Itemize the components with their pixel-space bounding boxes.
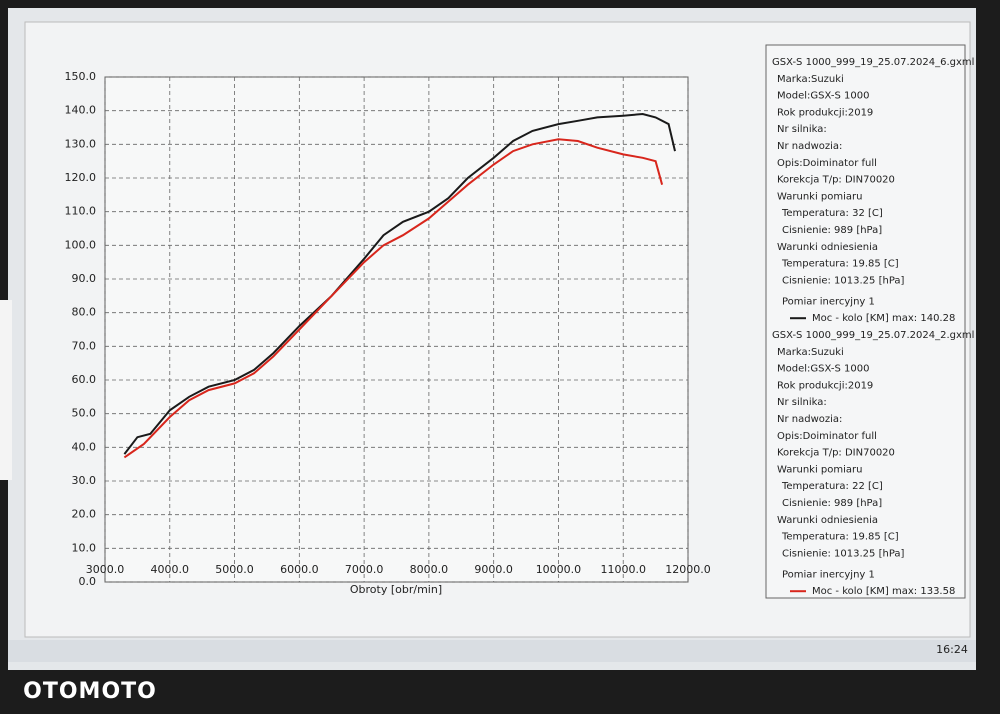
- plot-area: [104, 76, 689, 583]
- info-line: Rok produkcji:2019: [777, 380, 873, 391]
- info-line: Pomiar inercyjny 1: [782, 296, 875, 307]
- info-line: Pomiar inercyjny 1: [782, 569, 875, 580]
- info-line: Cisnienie: 989 [hPa]: [782, 225, 882, 236]
- info-line: Marka:Suzuki: [777, 347, 844, 358]
- y-tick-label: 0.0: [79, 575, 97, 588]
- info-line: Cisnienie: 1013.25 [hPa]: [782, 548, 905, 559]
- info-line: GSX-S 1000_999_19_25.07.2024_6.gxml: [772, 57, 974, 68]
- info-line: Warunki odniesienia: [777, 515, 878, 526]
- y-tick-label: 80.0: [72, 306, 97, 319]
- info-line: Warunki odniesienia: [777, 242, 878, 253]
- info-line: Temperatura: 19.85 [C]: [781, 532, 899, 543]
- y-tick-label: 140.0: [65, 104, 97, 117]
- y-tick-label: 50.0: [72, 407, 97, 420]
- y-tick-label: 130.0: [65, 137, 97, 150]
- y-tick-label: 90.0: [72, 272, 97, 285]
- info-line: Marka:Suzuki: [777, 74, 844, 85]
- series-line: [123, 138, 664, 459]
- info-line: Nr silnika:: [777, 124, 827, 135]
- y-tick-label: 110.0: [65, 205, 97, 218]
- info-line: Model:GSX-S 1000: [777, 91, 869, 102]
- x-axis-label: Obroty [obr/min]: [350, 583, 442, 596]
- info-line: Cisnienie: 1013.25 [hPa]: [782, 275, 905, 286]
- info-line: Nr nadwozia:: [777, 414, 842, 425]
- info-line: Opis:Doiminator full: [777, 431, 877, 442]
- info-line: Temperatura: 19.85 [C]: [781, 259, 899, 270]
- side-panel: [0, 300, 12, 480]
- clock: 16:24: [936, 643, 968, 656]
- y-tick-label: 150.0: [65, 70, 97, 83]
- legend-label: Moc - kolo [KM] max: 140.28: [812, 313, 955, 324]
- y-tick-label: 20.0: [72, 508, 97, 521]
- y-tick-label: 40.0: [72, 440, 97, 453]
- info-line: Model:GSX-S 1000: [777, 364, 869, 375]
- y-tick-label: 100.0: [65, 238, 97, 251]
- series-line: [123, 112, 676, 455]
- watermark: OTOMOTO: [23, 679, 157, 704]
- info-line: Rok produkcji:2019: [777, 107, 873, 118]
- info-line: Nr silnika:: [777, 397, 827, 408]
- y-tick-label: 30.0: [72, 474, 97, 487]
- info-line: GSX-S 1000_999_19_25.07.2024_2.gxml: [772, 330, 974, 341]
- info-line: Warunki pomiaru: [777, 464, 862, 475]
- info-line: Temperatura: 32 [C]: [781, 208, 883, 219]
- info-line: Opis:Doiminator full: [777, 158, 877, 169]
- info-line: Korekcja T/p: DIN70020: [777, 175, 895, 186]
- legend-label: Moc - kolo [KM] max: 133.58: [812, 586, 955, 597]
- y-tick-label: 60.0: [72, 373, 97, 386]
- info-line: Temperatura: 22 [C]: [781, 481, 883, 492]
- info-line: Cisnienie: 989 [hPa]: [782, 498, 882, 509]
- taskbar: [8, 640, 976, 662]
- info-line: Nr nadwozia:: [777, 141, 842, 152]
- info-panel: [765, 44, 966, 599]
- y-tick-label: 120.0: [65, 171, 97, 184]
- y-tick-label: 10.0: [72, 541, 97, 554]
- info-line: Warunki pomiaru: [777, 191, 862, 202]
- info-line: Korekcja T/p: DIN70020: [777, 448, 895, 459]
- y-tick-label: 70.0: [72, 339, 97, 352]
